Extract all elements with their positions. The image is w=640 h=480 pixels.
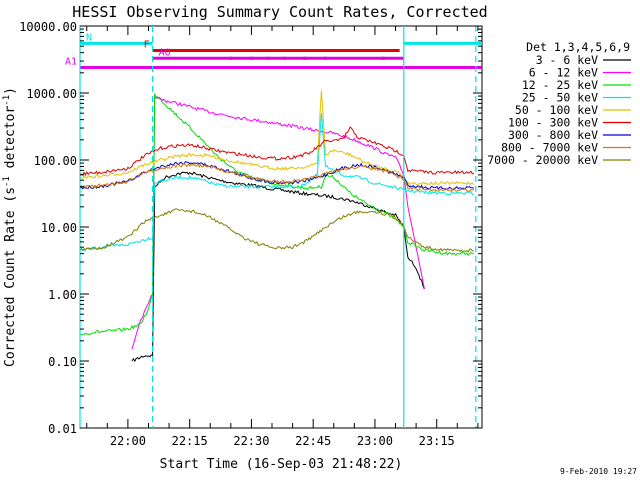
a0-dot-6 — [381, 56, 385, 60]
series-line-5 — [79, 126, 474, 177]
plot-frame — [79, 25, 483, 429]
a0-dot-0 — [229, 56, 233, 60]
chart-title: HESSI Observing Summary Count Rates, Cor… — [72, 3, 487, 21]
a0-dot-3 — [282, 56, 286, 60]
series-line-8 — [79, 208, 474, 253]
legend-label-0: 3 - 6 keV — [536, 53, 598, 67]
legend-title: Det 1,3,4,5,6,9 — [526, 40, 630, 54]
x-axis-label: Start Time (16-Sep-03 21:48:22) — [160, 457, 403, 472]
series-line-2 — [79, 92, 474, 336]
y-axis-label-main: Corrected Count Rate (s — [3, 187, 18, 367]
series-line-6 — [79, 161, 474, 191]
y-axis-label-sup2: -1 — [2, 95, 12, 106]
y-tick-label-3: 10.00 — [41, 221, 77, 235]
a0-dot-2 — [266, 56, 270, 60]
a0-dot-4 — [303, 56, 307, 60]
x-tick-label-2: 22:30 — [233, 434, 269, 448]
y-axis-label-sep — [3, 168, 18, 176]
legend-label-8: 7000 - 20000 keV — [487, 153, 598, 167]
y-axis-label-close: ) — [3, 87, 18, 95]
legend-label-2: 12 - 25 keV — [522, 78, 598, 92]
series-line-7 — [79, 162, 475, 192]
legend-label-4: 50 - 100 keV — [515, 103, 598, 117]
x-tick-label-4: 23:00 — [357, 434, 393, 448]
legend-label-1: 6 - 12 keV — [529, 66, 598, 80]
series-line-1 — [131, 94, 425, 350]
flag-label-a1: A1 — [65, 57, 77, 68]
x-tick-label-0: 22:00 — [110, 434, 146, 448]
y-axis-label: Corrected Count Rate (s-1 detector-1) — [2, 87, 18, 367]
flag-label-n: N — [86, 32, 92, 43]
vlines-layer — [79, 26, 477, 428]
x-tick-label-5: 23:15 — [419, 434, 455, 448]
flags-layer: N F A0 A1 — [65, 32, 482, 70]
legend-label-6: 300 - 800 keV — [508, 128, 598, 142]
legend-label-5: 100 - 300 keV — [508, 116, 598, 130]
axes-layer: 0.01 0.10 1.00 10.00 100.00 1000.00 10000.00 22… — [19, 20, 482, 448]
a0-dot-5 — [324, 56, 328, 60]
y-tick-label-0: 0.01 — [48, 422, 77, 436]
flag-label-a0: A0 — [159, 47, 171, 58]
series-layer — [79, 90, 475, 363]
timestamp: 9-Feb-2010 19:27 — [560, 467, 637, 476]
legend-label-7: 800 - 7000 keV — [501, 141, 598, 155]
x-tick-label-3: 22:45 — [295, 434, 331, 448]
y-axis-label-sup: -1 — [2, 176, 12, 187]
series-line-3 — [79, 113, 474, 252]
flag-label-f: F — [144, 40, 150, 51]
y-tick-label-2: 1.00 — [48, 288, 77, 302]
y-tick-label-1: 0.10 — [48, 355, 77, 369]
legend-label-3: 25 - 50 keV — [522, 91, 598, 105]
y-axis-label-tail: detector — [3, 106, 18, 169]
x-tick-label-1: 22:15 — [172, 434, 208, 448]
y-tick-label-6: 10000.00 — [19, 20, 77, 34]
a0-dot-1 — [249, 56, 253, 60]
y-tick-label-5: 1000.00 — [26, 87, 77, 101]
series-line-0 — [131, 171, 425, 363]
y-tick-label-4: 100.00 — [34, 154, 77, 168]
